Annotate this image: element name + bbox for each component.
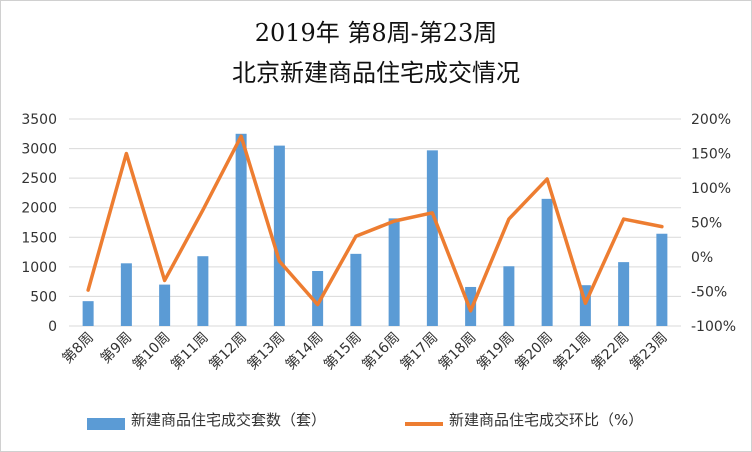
line-series: [86, 134, 664, 313]
right-axis-tick-label: 200%: [691, 112, 731, 128]
bar: [579, 285, 591, 326]
bar: [312, 270, 324, 326]
chart-title-line-1: 2019年 第8周-第23周: [254, 19, 498, 47]
bar: [541, 198, 553, 326]
left-axis-tick-label: 2500: [21, 171, 57, 187]
right-axis-tick-label: -100%: [691, 319, 736, 335]
x-axis-category-label: 第21周: [550, 329, 594, 373]
right-axis-tick-label: 100%: [691, 181, 731, 197]
x-axis-category-label: 第20周: [512, 329, 556, 373]
bar: [273, 145, 285, 326]
bar: [388, 218, 400, 326]
bar: [656, 233, 668, 326]
right-axis-tick-label: -50%: [691, 285, 727, 301]
bar: [159, 284, 171, 326]
legend-swatch-bar: [87, 418, 125, 430]
left-axis-tick-label: 2000: [21, 201, 57, 217]
left-axis-tick-label: 3500: [21, 112, 57, 128]
x-axis-category-label: 第8周: [59, 329, 97, 367]
x-axis-category-label: 第12周: [206, 329, 250, 373]
x-axis-category-label: 第18周: [435, 329, 479, 373]
x-axis-category-label: 第22周: [588, 329, 632, 373]
bar: [82, 301, 94, 326]
x-axis-category-label: 第23周: [626, 329, 670, 373]
right-axis-tick-label: 50%: [691, 216, 722, 232]
bar: [618, 262, 630, 326]
right-axis-tick-label: 0%: [691, 250, 713, 266]
legend-swatch-line: [405, 422, 443, 426]
x-axis-category-label: 第16周: [359, 329, 403, 373]
x-axis-category-label: 第15周: [320, 329, 364, 373]
legend-label-bar-series: 新建商品住宅成交套数（套）: [131, 411, 327, 429]
left-axis-tick-label: 500: [30, 289, 57, 305]
bar: [235, 133, 247, 326]
x-axis-category-label: 第10周: [129, 329, 173, 373]
left-axis-tick-label: 1500: [21, 230, 57, 246]
left-axis-tick-label: 0: [48, 319, 57, 335]
bar: [426, 150, 438, 326]
x-axis-category-label: 第11周: [167, 329, 211, 373]
right-axis-tick-label: 150%: [691, 147, 731, 163]
left-axis-tick-label: 1000: [21, 260, 57, 276]
bar: [197, 256, 209, 326]
left-axis-tick-label: 3000: [21, 142, 57, 158]
chart-title-line-2: 北京新建商品住宅成交情况: [232, 59, 520, 87]
x-axis-category-label: 第13周: [244, 329, 288, 373]
bar: [120, 263, 132, 326]
x-axis-category-label: 第17周: [397, 329, 441, 373]
bar: [350, 253, 362, 326]
x-axis-category-label: 第19周: [473, 329, 517, 373]
legend-label-line-series: 新建商品住宅成交环比（%）: [449, 411, 644, 429]
bar: [503, 266, 515, 326]
x-axis-category-label: 第14周: [282, 329, 326, 373]
